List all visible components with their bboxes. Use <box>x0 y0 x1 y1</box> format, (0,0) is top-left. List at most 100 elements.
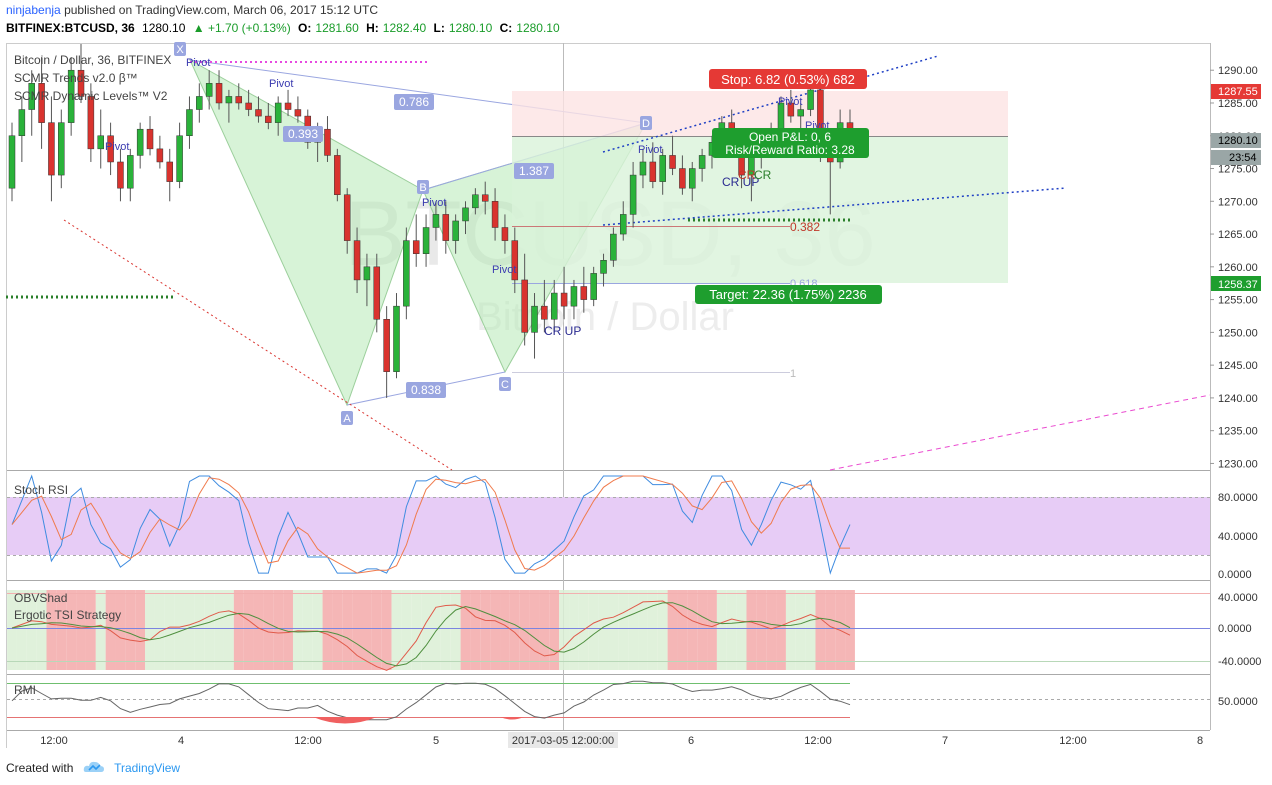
candle-body <box>541 305 548 320</box>
signal-label: CR UP <box>722 175 759 189</box>
candle-body <box>639 161 647 176</box>
price-tick: 1290.00 <box>1218 65 1258 77</box>
price-tick: 1275.00 <box>1218 164 1258 176</box>
price-tick: 1260.00 <box>1218 262 1258 274</box>
time-tick: 7 <box>942 735 948 747</box>
obv-shade-bar <box>726 590 737 670</box>
point-label-d: D <box>642 118 650 130</box>
channel-upper <box>602 55 939 153</box>
candle-body <box>274 102 282 123</box>
candle-body <box>196 96 203 110</box>
obv-shade-bar <box>342 590 353 670</box>
tsi-title: Ergotic TSI Strategy <box>14 608 121 622</box>
candle-body <box>58 122 65 176</box>
candle-body <box>462 207 469 222</box>
publish-header: ninjabenja published on TradingView.com,… <box>6 3 378 17</box>
stoch-k-line <box>11 474 851 575</box>
obv-shade-bar <box>194 590 205 670</box>
candle-body <box>600 260 607 274</box>
candle-body <box>353 240 361 281</box>
obv-shade-bar <box>56 590 67 670</box>
obv-shade-bar <box>26 590 37 670</box>
obv-shade-bar <box>785 590 796 670</box>
candle-body <box>343 194 351 241</box>
pivot-label: Pivot <box>778 96 802 108</box>
obv-shade-bar <box>145 590 155 670</box>
candle-body <box>146 128 154 150</box>
obv-shade-bar <box>253 590 264 670</box>
rmi-oversold-fill <box>500 717 524 720</box>
obv-shade-bar <box>381 590 392 670</box>
obv-shade-bar <box>135 590 146 670</box>
obv-shade-bar <box>243 590 254 670</box>
obv-shade-bar <box>371 590 382 670</box>
time-tick: 12:00 <box>294 735 322 747</box>
open-pnl-label: Open P&L: 0, 6 <box>749 130 831 144</box>
obv-shade-bar <box>16 590 27 670</box>
target-zone <box>512 137 1008 283</box>
ratio-label: 0.786 <box>399 95 429 109</box>
stoch-tick: 40.0000 <box>1218 531 1258 543</box>
candle-body <box>659 155 666 182</box>
candle-body <box>18 109 26 137</box>
obv-shade-bar <box>687 590 698 670</box>
tradingview-link[interactable]: TradingView <box>114 761 181 775</box>
candle-body <box>807 89 814 110</box>
stoch-rsi-title: Stoch RSI <box>14 483 68 497</box>
obv-shade-bar <box>628 590 639 670</box>
obv-shade-bar <box>401 590 412 670</box>
candle-body <box>107 135 114 163</box>
tradingview-cloud-icon <box>83 761 104 772</box>
low-value: 1280.10 <box>448 21 493 35</box>
candle-body <box>787 102 795 117</box>
price-change: ▲ +1.70 (+0.13%) <box>192 21 291 35</box>
price-tick: 1285.00 <box>1218 98 1258 110</box>
ohlc-header: BITFINEX:BTCUSD, 36 1280.10 ▲ +1.70 (+0.… <box>6 21 564 35</box>
high-price-label: 1287.55 <box>1218 86 1258 98</box>
candle-body <box>580 286 588 300</box>
price-tick: 1250.00 <box>1218 327 1258 339</box>
signal-labels: CR UP CR UP CR CR <box>544 168 772 338</box>
candle-body <box>225 96 233 104</box>
candle-body <box>629 174 637 215</box>
obv-axis: 40.0000 0.0000 -40.0000 <box>1218 592 1261 668</box>
obv-shading <box>7 590 855 670</box>
stop-tag <box>709 69 867 89</box>
obv-shade-bar <box>7 590 17 670</box>
price-tick: 1240.00 <box>1218 393 1258 405</box>
time-tick: 4 <box>178 735 184 747</box>
candle-body <box>8 135 16 189</box>
indicator-levels[interactable]: SCMR Dynamic Levels™ V2 <box>14 89 168 103</box>
high-price-tag <box>1211 84 1261 99</box>
crosshair-time-tag <box>508 732 618 748</box>
rmi-line <box>11 680 851 721</box>
obv-shade-bar <box>736 590 747 670</box>
high-value: 1282.40 <box>382 21 427 35</box>
risk-reward-label: Risk/Reward Ratio: 3.28 <box>725 143 855 157</box>
ratio-label: 0.393 <box>288 127 318 141</box>
ratio-labels: 0.786 0.393 1.387 0.838 <box>283 94 554 398</box>
candle-body <box>679 168 686 189</box>
candle-body <box>334 155 341 195</box>
candle-body <box>97 135 104 150</box>
pivot-label: Pivot <box>269 78 293 90</box>
price-axis: 1290.001285.001280.001275.001270.001265.… <box>1210 65 1258 470</box>
candle-body <box>570 286 578 307</box>
obv-shade-bar <box>46 590 57 670</box>
author-link[interactable]: ninjabenja <box>6 3 61 17</box>
obv-shade-bar <box>529 590 540 670</box>
time-tick: 12:00 <box>40 735 68 747</box>
obv-shade-bar <box>598 590 609 670</box>
open-label: O: <box>298 21 312 35</box>
indicator-trends[interactable]: SCMR Trends v2.0 β™ <box>14 71 138 85</box>
candle-body <box>511 240 519 281</box>
close-value: 1280.10 <box>516 21 560 35</box>
obv-tick: 40.0000 <box>1218 592 1258 604</box>
obv-shade-bar <box>66 590 77 670</box>
candle-body <box>481 194 489 202</box>
candle-body <box>669 155 676 169</box>
stoch-axis: 80.0000 40.0000 0.0000 <box>1218 492 1258 581</box>
price-tick: 1265.00 <box>1218 229 1258 241</box>
candle-body <box>531 305 538 333</box>
